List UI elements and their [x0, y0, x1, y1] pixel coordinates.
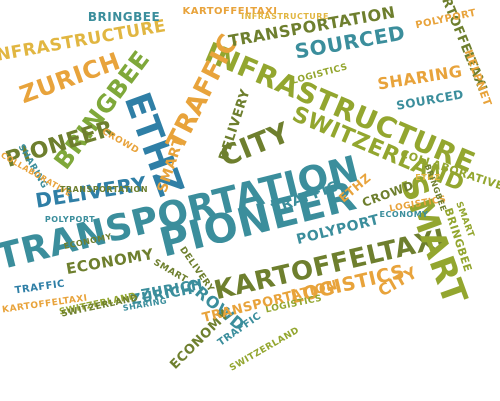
- word-traffic-bottom: TRAFFIC: [14, 278, 66, 297]
- word-kartoffeltaxi-top: KARTOFFELTAXI: [182, 6, 278, 17]
- word-bringbee-top: BRINGBEE: [87, 10, 161, 24]
- word-economy-right: ECONOMY: [379, 210, 429, 219]
- word-infrastructure-small: INFRASTRUCTURE: [241, 12, 329, 21]
- word-transportation-mid: TRANSPORTATION: [59, 185, 149, 194]
- word-helpnet: HELPNET: [461, 47, 495, 109]
- word-polyport-left: POLYPORT: [44, 215, 96, 224]
- word-sourced-small: SOURCED: [395, 87, 465, 113]
- word-ethz-bottom: ETHZ: [415, 173, 441, 182]
